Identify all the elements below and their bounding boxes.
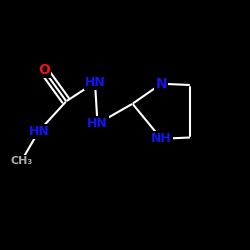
Text: O: O (38, 63, 50, 77)
Text: HN: HN (84, 76, 105, 89)
Text: HN: HN (28, 125, 49, 138)
Text: HN: HN (87, 117, 108, 130)
Text: N: N (156, 77, 167, 91)
Text: NH: NH (151, 132, 172, 145)
Text: CH₃: CH₃ (10, 156, 32, 166)
